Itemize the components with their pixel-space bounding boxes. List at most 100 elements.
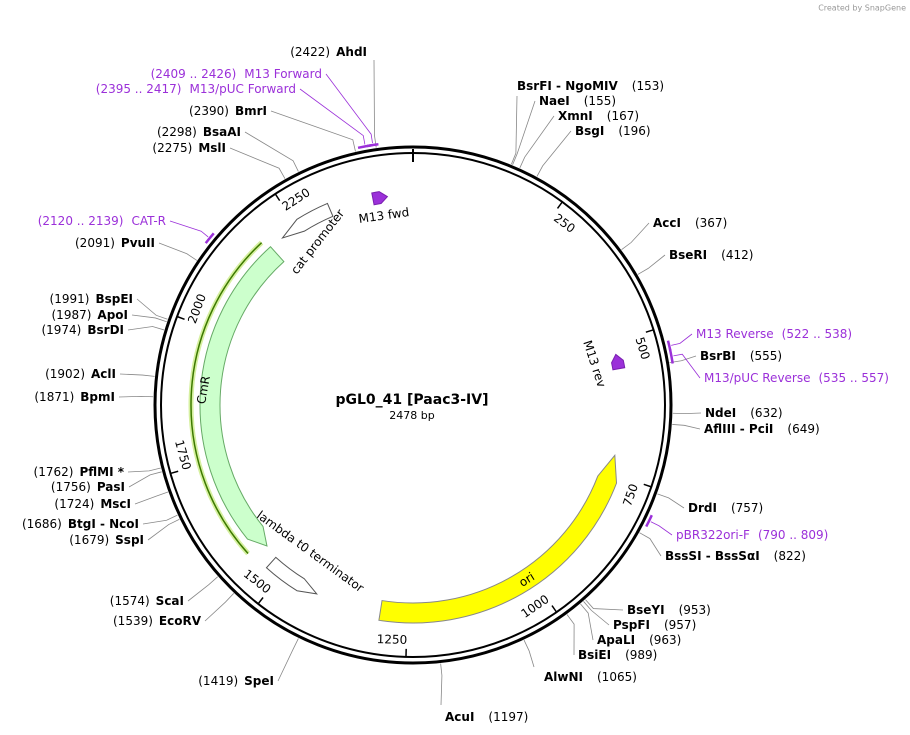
enzyme-name: BpmI	[80, 390, 115, 404]
feature-label: M13 fwd	[358, 205, 410, 226]
enzyme-label: (1419) SpeI	[198, 674, 274, 688]
enzyme-site: (196)	[618, 124, 650, 138]
enzyme-site: (1724)	[54, 497, 94, 511]
tick-mark	[170, 470, 179, 475]
enzyme-site: (963)	[649, 633, 681, 647]
enzyme-name: AlwNI	[544, 670, 583, 684]
tick-label: 1250	[377, 632, 408, 647]
enzyme-label: BsiEI (989)	[578, 648, 657, 662]
enzyme-label: (2298) BsaAI	[157, 125, 241, 139]
enzyme-name: PspFI	[613, 618, 650, 632]
enzyme-site: (1197)	[488, 710, 528, 724]
enzyme-label: (1756) PasI	[51, 480, 125, 494]
tick-label: 500	[633, 335, 653, 361]
enzyme-name: SspI	[115, 533, 144, 547]
enzyme-label: (1574) ScaI	[110, 594, 184, 608]
enzyme-site: (1987)	[52, 308, 92, 322]
enzyme-leader	[158, 242, 198, 261]
enzyme-leader	[672, 424, 701, 430]
enzyme-leader	[657, 493, 685, 509]
primer-leader	[299, 88, 366, 145]
enzyme-name: BseYI	[627, 603, 665, 617]
feature-arrow	[378, 454, 618, 624]
tick-label: 750	[620, 482, 641, 508]
primer-name: CAT-R	[131, 214, 166, 228]
enzyme-label: BsrFI - NgoMIV (153)	[517, 79, 664, 93]
enzyme-name: BsrFI - NgoMIV	[517, 79, 618, 93]
primer-name: M13 Forward	[244, 67, 322, 81]
enzyme-leader	[672, 412, 702, 415]
enzyme-leader	[523, 639, 535, 668]
enzyme-name: NdeI	[705, 406, 736, 420]
enzyme-label: BssSI - BssSαI (822)	[665, 549, 806, 563]
enzyme-leader	[621, 222, 650, 251]
primer-label: (2120 .. 2139) CAT-R	[38, 214, 166, 228]
feature-arrow	[281, 202, 334, 239]
enzyme-label: BseRI (412)	[669, 248, 753, 262]
enzyme-name: AcuI	[445, 710, 474, 724]
enzyme-site: (1991)	[50, 292, 90, 306]
enzyme-site: (649)	[787, 422, 819, 436]
tick-mark	[176, 315, 185, 321]
enzyme-site: (757)	[731, 501, 763, 515]
primer-leader	[671, 333, 693, 346]
primer-range: (2409 .. 2426)	[151, 67, 237, 81]
feature-arrow	[371, 191, 389, 206]
enzyme-name: AflIII - PciI	[704, 422, 773, 436]
tick-label: 1500	[241, 567, 274, 597]
primer-range: (535 .. 557)	[819, 371, 889, 385]
enzyme-leader	[512, 100, 536, 165]
primer-name: M13/pUC Forward	[189, 82, 296, 96]
enzyme-site: (1871)	[34, 390, 74, 404]
enzyme-leader	[519, 115, 555, 169]
enzyme-leader	[637, 254, 666, 275]
enzyme-site: (957)	[664, 618, 696, 632]
tick-mark	[643, 483, 652, 488]
enzyme-label: ApaLI (963)	[597, 633, 681, 647]
enzyme-leader	[118, 395, 154, 398]
enzyme-leader	[583, 601, 610, 626]
enzyme-site: (1539)	[113, 614, 153, 628]
enzyme-name: BsiEI	[578, 648, 611, 662]
enzyme-label: (1902) AclI	[45, 367, 116, 381]
enzyme-site: (1679)	[69, 533, 109, 547]
enzyme-label: AlwNI (1065)	[544, 670, 637, 684]
primer-range: (2120 .. 2139)	[38, 214, 124, 228]
enzyme-name: PasI	[97, 480, 125, 494]
enzyme-label: NaeI (155)	[539, 94, 616, 108]
enzyme-leader	[119, 373, 155, 377]
enzyme-leader	[127, 467, 161, 473]
enzyme-site: (2298)	[157, 125, 197, 139]
enzyme-site: (1419)	[198, 674, 238, 688]
enzyme-leader	[510, 95, 518, 165]
enzyme-site: (1974)	[41, 323, 81, 337]
primer-label: (2409 .. 2426) M13 Forward	[151, 67, 322, 81]
enzyme-label: NdeI (632)	[705, 406, 783, 420]
tick-mark	[257, 597, 264, 605]
enzyme-site: (1756)	[51, 480, 91, 494]
tick-mark	[556, 201, 563, 209]
tick-label: 2250	[279, 185, 312, 213]
enzyme-site: (989)	[625, 648, 657, 662]
enzyme-site: (1902)	[45, 367, 85, 381]
enzyme-name: BspEI	[95, 292, 133, 306]
enzyme-site: (953)	[679, 603, 711, 617]
enzyme-name: SpeI	[244, 674, 274, 688]
enzyme-name: BsaAI	[203, 125, 241, 139]
tick-mark	[645, 329, 654, 333]
enzyme-leader	[229, 147, 286, 179]
enzyme-name: EcoRV	[159, 614, 202, 628]
primer-label: pBR322ori-F (790 .. 809)	[676, 528, 828, 542]
enzyme-name: BmrI	[235, 104, 267, 118]
enzyme-label: AcuI (1197)	[445, 710, 528, 724]
primer-leader	[325, 73, 373, 144]
primer-label: M13 Reverse (522 .. 538)	[696, 327, 852, 341]
primer-site	[645, 514, 653, 528]
enzyme-name: BsrBI	[700, 349, 736, 363]
enzyme-leader	[244, 131, 299, 172]
enzyme-site: (155)	[584, 94, 616, 108]
feature-arrow	[611, 353, 626, 371]
enzyme-name: AclI	[91, 367, 116, 381]
tick-mark	[551, 605, 558, 613]
